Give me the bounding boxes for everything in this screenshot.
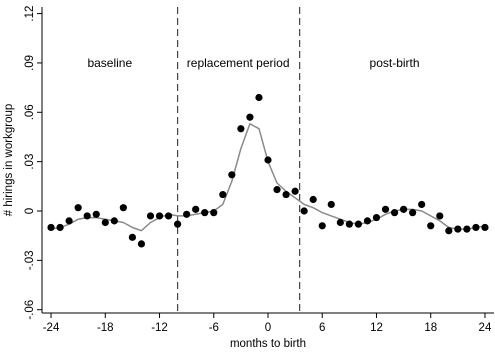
data-point — [164, 212, 173, 220]
plot-area: baseline replacement period post-birth — [47, 7, 489, 313]
data-point — [327, 200, 335, 209]
data-point — [128, 233, 136, 241]
data-point — [372, 213, 381, 222]
data-point — [318, 222, 326, 230]
x-tick-label: 18 — [424, 322, 437, 334]
data-point — [210, 209, 218, 217]
x-tick-label: -24 — [43, 322, 60, 334]
data-point — [273, 186, 281, 194]
data-point — [436, 212, 444, 220]
x-tick-label: 24 — [479, 322, 492, 334]
data-point — [418, 200, 426, 209]
x-tick-label: 12 — [370, 322, 383, 334]
data-point — [336, 218, 344, 227]
data-point — [174, 220, 182, 228]
data-point — [56, 223, 64, 232]
data-point — [300, 207, 308, 215]
x-tick-label: 6 — [319, 322, 325, 334]
data-point — [83, 212, 91, 220]
x-axis-label: months to birth — [230, 338, 306, 350]
data-point — [246, 113, 254, 121]
data-point — [237, 125, 245, 133]
data-point — [291, 187, 299, 195]
data-point — [445, 227, 453, 235]
data-point — [92, 210, 100, 218]
data-point — [363, 217, 372, 225]
x-tick-label: -12 — [151, 322, 168, 334]
data-point — [201, 209, 209, 217]
y-tick-label: .03 — [24, 154, 36, 170]
y-tick-label: 0 — [24, 208, 36, 214]
data-point — [183, 210, 191, 218]
data-point — [472, 223, 480, 232]
y-tick-label: .06 — [24, 104, 36, 120]
data-point — [454, 225, 462, 233]
y-tick-label: -.03 — [24, 250, 36, 270]
region-label: replacement period — [187, 56, 290, 70]
data-point — [228, 171, 236, 179]
data-point — [137, 240, 146, 248]
data-point — [309, 195, 317, 204]
data-point — [282, 190, 290, 199]
data-point — [101, 218, 109, 227]
data-point — [74, 204, 82, 212]
data-point — [409, 209, 417, 217]
data-point — [119, 204, 127, 212]
data-point — [47, 223, 55, 232]
data-point — [390, 209, 399, 217]
data-point — [192, 205, 200, 213]
y-tick-label: .12 — [24, 6, 36, 22]
x-tick-label: -18 — [97, 322, 114, 334]
data-point — [155, 212, 164, 220]
data-point — [427, 222, 435, 230]
region-label: baseline — [87, 56, 132, 70]
fitted-line — [50, 123, 486, 232]
data-point — [481, 223, 489, 232]
data-point — [65, 217, 73, 225]
data-point — [463, 225, 471, 233]
y-tick-label: .09 — [24, 55, 36, 71]
data-point — [255, 93, 263, 102]
data-point — [146, 212, 155, 220]
data-point — [264, 156, 272, 164]
region-label: post-birth — [370, 56, 420, 70]
y-axis-label: # hirings in workgroup — [3, 104, 15, 217]
data-point — [400, 205, 408, 213]
data-point — [381, 205, 390, 213]
data-point — [110, 217, 118, 225]
data-point — [354, 220, 362, 228]
x-tick-label: 0 — [265, 322, 271, 334]
data-point — [345, 220, 353, 228]
y-tick-label: -.06 — [24, 300, 36, 320]
x-tick-label: -6 — [209, 322, 219, 334]
data-point — [219, 190, 227, 199]
axes: -24 -18 -12 -6 0 6 12 18 24 -.06 -.03 0 .03 .06 .09 .12 — [24, 6, 494, 334]
